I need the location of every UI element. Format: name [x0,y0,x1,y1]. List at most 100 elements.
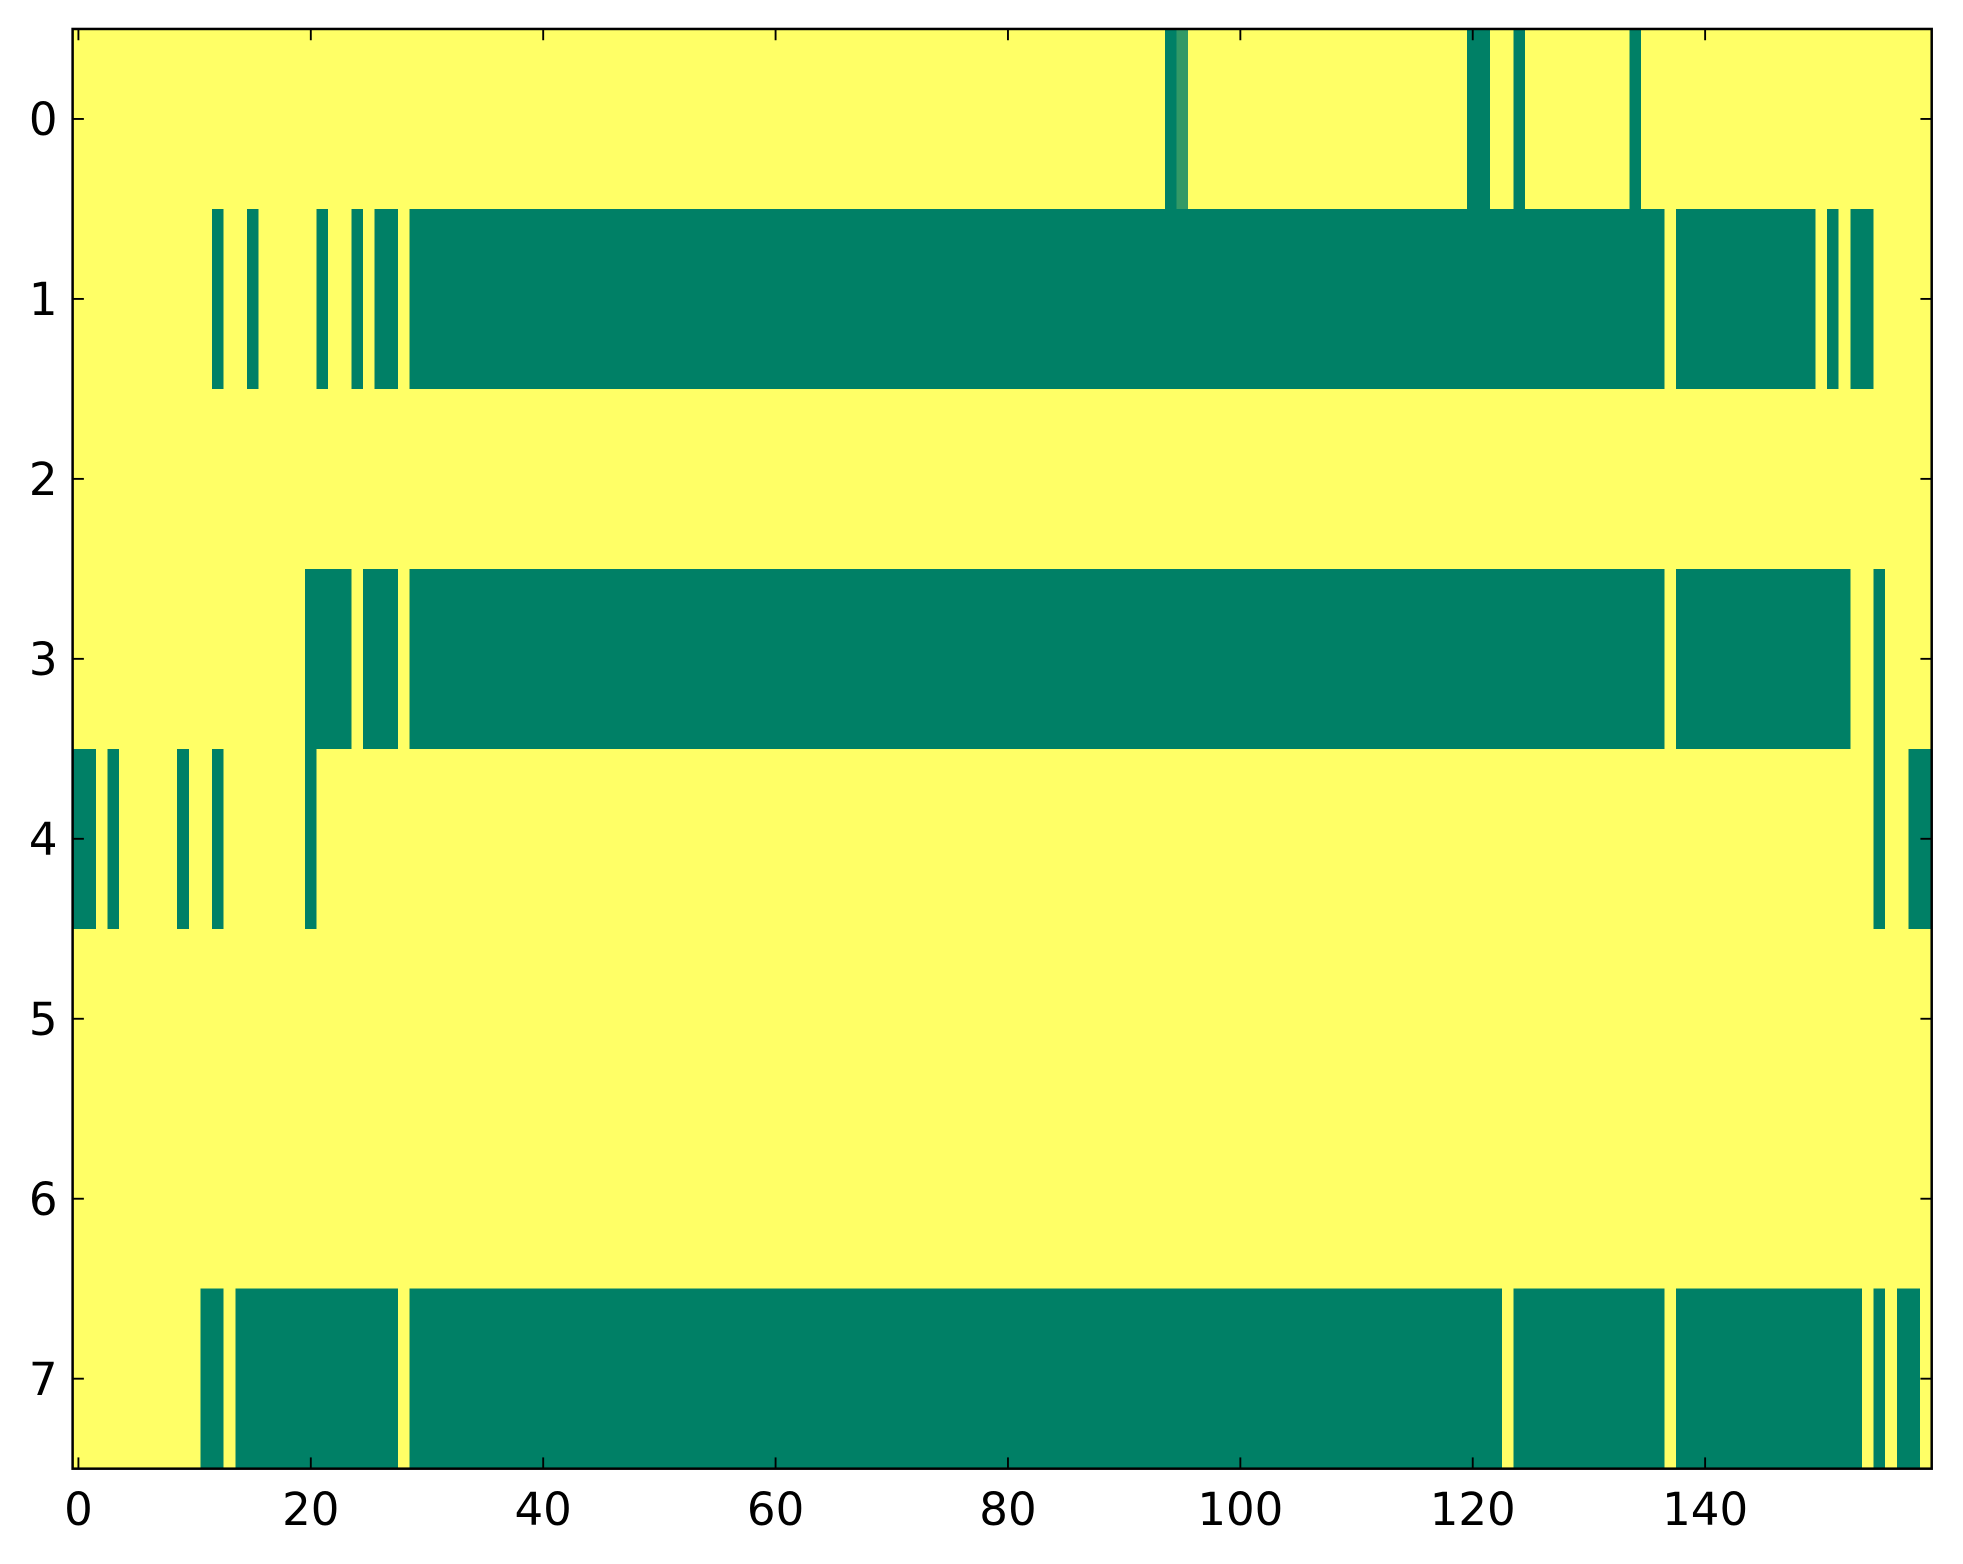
cell [583,748,596,930]
cell [1780,1108,1793,1290]
cell [595,28,608,210]
cell [95,568,108,750]
cell [793,388,806,570]
cell [1199,568,1212,750]
cell [1815,388,1828,570]
cell [235,388,248,570]
cell [711,208,724,390]
cell [1095,208,1108,390]
cell [1792,388,1805,570]
cell [1583,28,1596,210]
cell [95,208,108,390]
cell [502,1108,515,1290]
cell [142,388,155,570]
cell [490,208,504,390]
cell [758,748,771,930]
cell [676,1288,689,1470]
cell [851,568,864,750]
cell [955,568,968,750]
cell [1676,1288,1689,1470]
cell [1815,28,1828,210]
cell [165,1288,178,1470]
cell [1129,208,1143,390]
cell [1606,208,1619,390]
cell [1188,1288,1201,1470]
cell [270,928,283,1110]
cell [1664,748,1677,930]
cell [1594,1288,1607,1470]
cell [1838,388,1851,570]
cell [479,208,492,390]
cell [816,1108,829,1290]
cell [1734,28,1747,210]
cell [1745,568,1758,750]
cell [758,928,771,1110]
cell [1885,748,1898,930]
cell [932,388,945,570]
cell [1699,388,1712,570]
cell [1013,1288,1026,1470]
cell [1838,748,1851,930]
y-tick-label: 5 [29,993,58,1046]
cell [270,1108,283,1290]
cell [467,1108,480,1290]
cell [490,748,504,930]
cell [583,388,596,570]
cell [1769,1108,1782,1290]
cell [514,748,527,930]
cell [1664,388,1677,570]
axes-frame [71,27,1933,1470]
cell [351,388,364,570]
cell [1257,388,1270,570]
cell [1048,1108,1061,1290]
cell [1536,748,1549,930]
cell [479,748,492,930]
cell [1641,1108,1654,1290]
cell [1362,1108,1375,1290]
cell [1176,208,1189,390]
cell [827,748,840,930]
cell [920,748,933,930]
cell [781,1108,794,1290]
cell [583,568,596,750]
cell [1013,388,1026,570]
cell [177,388,190,570]
cell [374,748,387,930]
cell [1815,1288,1828,1470]
cell [1769,928,1782,1110]
cell [258,28,271,210]
cell [1490,748,1503,930]
cell [502,1288,515,1470]
cell [1176,1108,1189,1290]
cell [95,28,108,210]
cell [1083,1108,1096,1290]
cell [212,1108,225,1290]
x-tick-label: 80 [979,1483,1036,1536]
cell [549,1288,562,1470]
cell [1745,208,1758,390]
cell [374,928,387,1110]
cell [700,928,713,1110]
cell [200,1288,213,1470]
cell [1780,208,1793,390]
cell [746,1288,759,1470]
cell [1188,568,1201,750]
cell [1397,388,1410,570]
cell [421,568,434,750]
cell [1269,388,1282,570]
cell [549,928,562,1110]
cell [188,388,201,570]
cell [1861,208,1875,390]
cell [1060,388,1073,570]
cell [479,1108,492,1290]
cell [734,28,748,210]
cell [200,568,213,750]
cell [1583,568,1596,750]
cell [1281,1288,1294,1470]
cell [1757,748,1770,930]
cell [514,1288,527,1470]
cell [1513,928,1526,1110]
cell [746,208,759,390]
cell [130,1108,143,1290]
cell [1234,28,1247,210]
